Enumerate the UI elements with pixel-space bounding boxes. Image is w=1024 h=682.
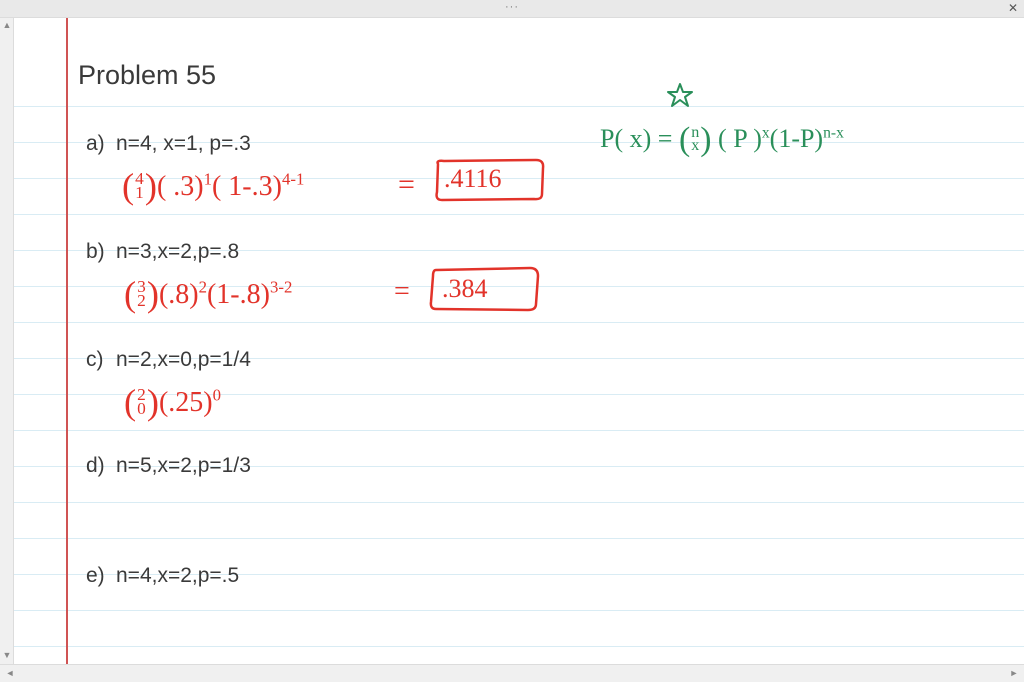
handwriting-b-equals: = xyxy=(394,276,410,308)
horizontal-scrollbar[interactable]: ◄ ► xyxy=(0,664,1024,682)
item-d-label: d) xyxy=(86,454,105,478)
scroll-down-icon[interactable]: ▼ xyxy=(2,650,12,662)
item-b-params: n=3,x=2,p=.8 xyxy=(116,240,239,264)
handwriting-b-expression: (32)(.8)2(1-.8)3-2 xyxy=(124,270,292,312)
handwriting-c-expression: (20)(.25)0 xyxy=(124,378,221,420)
handwriting-formula: P( x) = (nx) ( P )x(1-P)n-x xyxy=(600,118,844,156)
scroll-left-icon[interactable]: ◄ xyxy=(4,668,16,680)
item-c-params: n=2,x=0,p=1/4 xyxy=(116,348,251,372)
titlebar: ··· ✕ xyxy=(0,0,1024,18)
handwriting-a-expression: (41)( .3)1( 1-.3)4-1 xyxy=(122,162,304,204)
item-e-label: e) xyxy=(86,564,105,588)
page-title: Problem 55 xyxy=(78,60,216,91)
item-b-label: b) xyxy=(86,240,105,264)
scroll-up-icon[interactable]: ▲ xyxy=(2,20,12,32)
star-icon xyxy=(666,82,694,117)
item-a-params: n=4, x=1, p=.3 xyxy=(116,132,251,156)
handwriting-a-answer: .4116 xyxy=(444,164,502,194)
app-window: ··· ✕ Numerade › Elementary Stats chapte… xyxy=(0,0,1024,682)
scroll-right-icon[interactable]: ► xyxy=(1008,668,1020,680)
item-a-label: a) xyxy=(86,132,105,156)
item-c-label: c) xyxy=(86,348,104,372)
close-icon[interactable]: ✕ xyxy=(1008,1,1018,15)
vertical-scrollbar[interactable]: ▲ ▼ xyxy=(0,18,14,664)
page-canvas[interactable]: Problem 55 a) n=4, x=1, p=.3 b) n=3,x=2,… xyxy=(14,18,1024,664)
margin-rule xyxy=(66,18,68,664)
handwriting-b-answer: .384 xyxy=(442,274,488,304)
handwriting-a-equals: = xyxy=(398,168,415,202)
item-e-params: n=4,x=2,p=.5 xyxy=(116,564,239,588)
item-d-params: n=5,x=2,p=1/3 xyxy=(116,454,251,478)
titlebar-ellipsis[interactable]: ··· xyxy=(505,1,519,13)
